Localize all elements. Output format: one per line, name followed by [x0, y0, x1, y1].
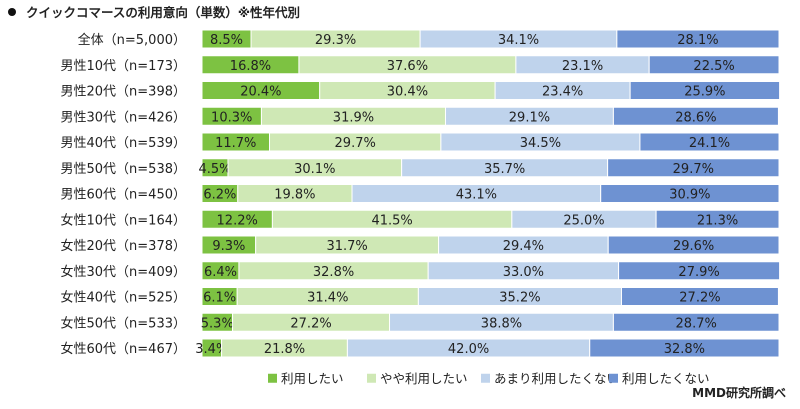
data-label: 34.1% — [498, 33, 539, 48]
data-label: 31.4% — [307, 291, 348, 306]
data-label: 29.3% — [315, 33, 356, 48]
bar-segment — [612, 312, 780, 332]
data-label: 11.7% — [215, 136, 256, 151]
data-label: 5.3% — [201, 316, 234, 331]
data-label: 6.4% — [204, 265, 237, 280]
category-label: 男性50代（n=538） — [61, 162, 187, 177]
category-label: 女性40代（n=525） — [61, 290, 187, 306]
bar-segment — [600, 184, 780, 203]
data-label: 28.6% — [675, 110, 716, 125]
data-label: 29.7% — [673, 162, 714, 177]
data-label: 9.3% — [212, 239, 245, 254]
data-label: 12.2% — [217, 213, 258, 228]
data-label: 28.7% — [676, 316, 717, 331]
data-label: 6.1% — [203, 291, 236, 306]
data-label: 31.9% — [333, 110, 374, 125]
category-label: 全体（n=5,000） — [78, 32, 186, 48]
bar-segment — [648, 55, 780, 75]
data-label: 29.7% — [335, 136, 376, 151]
data-label: 24.1% — [689, 136, 730, 151]
data-label: 34.5% — [520, 136, 561, 151]
data-label: 23.1% — [562, 59, 603, 74]
bar-segment — [612, 106, 779, 126]
category-label: 女性30代（n=409） — [61, 264, 187, 280]
data-label: 23.4% — [542, 85, 583, 100]
category-label: 女性10代（n=164） — [61, 212, 187, 228]
data-label: 10.3% — [211, 110, 252, 125]
category-label: 女性20代（n=378） — [61, 238, 187, 254]
bar-segment — [618, 261, 781, 281]
data-label: 30.4% — [387, 85, 428, 100]
bar-segment — [607, 235, 780, 255]
category-label: 女性50代（n=533） — [61, 315, 187, 331]
data-label: 30.9% — [669, 188, 710, 203]
data-label: 16.8% — [230, 59, 271, 74]
data-label: 20.4% — [240, 85, 281, 100]
legend-label: あまり利用したくない — [494, 371, 619, 386]
data-label: 35.7% — [484, 162, 525, 177]
bar-segment — [629, 81, 781, 100]
data-label: 37.6% — [387, 59, 428, 74]
data-label: 38.8% — [481, 316, 522, 331]
data-label: 32.8% — [664, 342, 705, 357]
data-label: 22.5% — [693, 59, 734, 74]
legend-label: やや利用したい — [380, 371, 468, 386]
chart-title-wrap: クイックコマースの利用意向（単数）※性年代別 — [8, 2, 300, 21]
legend-swatch — [367, 373, 376, 383]
bar-segment — [589, 338, 780, 358]
data-label: 8.5% — [210, 33, 243, 48]
data-label: 27.2% — [290, 316, 331, 331]
bar-segment — [616, 29, 780, 49]
data-label: 43.1% — [456, 188, 497, 203]
data-label: 33.0% — [503, 265, 544, 280]
data-label: 35.2% — [499, 291, 540, 306]
data-label: 21.3% — [697, 213, 738, 228]
bar-segment — [620, 287, 779, 306]
legend-swatch — [268, 373, 277, 383]
category-label: 男性60代（n=450） — [61, 188, 187, 203]
data-label: 19.8% — [274, 188, 315, 203]
data-label: 21.8% — [264, 342, 305, 357]
legend-swatch — [609, 373, 618, 383]
bar-segment — [639, 132, 780, 152]
category-label: 男性40代（n=539） — [61, 136, 187, 151]
category-label: 女性60代（n=467） — [61, 341, 187, 357]
bullet-icon — [8, 8, 16, 16]
legend-label: 利用したい — [281, 371, 344, 386]
data-label: 27.9% — [678, 265, 719, 280]
chart-title: クイックコマースの利用意向（単数）※性年代別 — [26, 5, 301, 20]
data-label: 25.0% — [563, 213, 604, 228]
data-label: 29.4% — [503, 239, 544, 254]
data-label: 32.8% — [313, 265, 354, 280]
data-label: 41.5% — [371, 213, 412, 228]
category-label: 男性30代（n=426） — [61, 110, 187, 125]
category-label: 男性10代（n=173） — [61, 59, 187, 74]
legend-label: 利用したくない — [622, 371, 710, 386]
data-label: 27.2% — [679, 291, 720, 306]
data-label: 42.0% — [448, 342, 489, 357]
legend-swatch — [481, 373, 490, 383]
data-label: 31.7% — [326, 239, 367, 254]
data-label: 29.6% — [673, 239, 714, 254]
data-label: 6.2% — [203, 188, 236, 203]
bar-segment — [607, 158, 780, 178]
source-credit: MMD研究所調べ — [692, 386, 786, 400]
data-label: 28.1% — [677, 33, 718, 48]
category-label: 男性20代（n=398） — [61, 85, 187, 100]
data-label: 30.1% — [294, 162, 335, 177]
data-label: 3.4% — [195, 342, 228, 357]
data-label: 25.9% — [684, 85, 725, 100]
data-label: 29.1% — [509, 110, 550, 125]
bar-segment — [655, 209, 780, 229]
data-label: 4.5% — [198, 162, 231, 177]
